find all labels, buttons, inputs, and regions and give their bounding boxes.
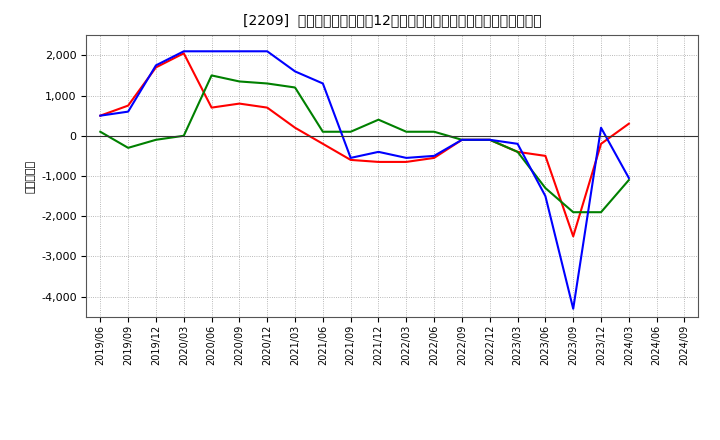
営業CF — [485, 137, 494, 143]
営業CF — [318, 141, 327, 147]
投資CF — [541, 185, 550, 191]
営業CF — [152, 65, 161, 70]
投資CF — [152, 137, 161, 143]
投資CF — [597, 209, 606, 215]
営業CF — [235, 101, 243, 106]
営業CF — [124, 103, 132, 108]
投資CF — [207, 73, 216, 78]
営業CF — [374, 159, 383, 165]
営業CF — [597, 141, 606, 147]
フリーCF — [485, 137, 494, 143]
フリーCF — [597, 125, 606, 130]
営業CF — [263, 105, 271, 110]
投資CF — [124, 145, 132, 150]
投資CF — [485, 137, 494, 143]
Line: 営業CF: 営業CF — [100, 53, 629, 236]
投資CF — [513, 149, 522, 154]
フリーCF — [318, 81, 327, 86]
投資CF — [291, 85, 300, 90]
フリーCF — [263, 49, 271, 54]
営業CF — [179, 51, 188, 56]
Line: 投資CF: 投資CF — [100, 75, 629, 212]
営業CF — [346, 157, 355, 162]
営業CF — [624, 121, 633, 126]
投資CF — [235, 79, 243, 84]
フリーCF — [624, 176, 633, 181]
営業CF — [207, 105, 216, 110]
フリーCF — [96, 113, 104, 118]
Y-axis label: （百万円）: （百万円） — [25, 159, 35, 193]
フリーCF — [207, 49, 216, 54]
投資CF — [179, 133, 188, 139]
投資CF — [569, 209, 577, 215]
投資CF — [96, 129, 104, 134]
投資CF — [458, 137, 467, 143]
投資CF — [430, 129, 438, 134]
投資CF — [263, 81, 271, 86]
フリーCF — [541, 194, 550, 199]
フリーCF — [152, 63, 161, 68]
営業CF — [402, 159, 410, 165]
フリーCF — [569, 306, 577, 312]
営業CF — [541, 153, 550, 158]
営業CF — [569, 234, 577, 239]
フリーCF — [291, 69, 300, 74]
フリーCF — [458, 137, 467, 143]
営業CF — [430, 155, 438, 161]
投資CF — [402, 129, 410, 134]
営業CF — [96, 113, 104, 118]
営業CF — [291, 125, 300, 130]
投資CF — [346, 129, 355, 134]
Title: [2209]  キャッシュフローの12か月移動合計の対前年同期増減額の推移: [2209] キャッシュフローの12か月移動合計の対前年同期増減額の推移 — [243, 13, 541, 27]
フリーCF — [124, 109, 132, 114]
フリーCF — [346, 155, 355, 161]
フリーCF — [374, 149, 383, 154]
投資CF — [374, 117, 383, 122]
フリーCF — [179, 49, 188, 54]
投資CF — [624, 177, 633, 183]
フリーCF — [402, 155, 410, 161]
Line: フリーCF: フリーCF — [100, 51, 629, 309]
フリーCF — [430, 153, 438, 158]
フリーCF — [235, 49, 243, 54]
営業CF — [458, 137, 467, 143]
投資CF — [318, 129, 327, 134]
営業CF — [513, 149, 522, 154]
フリーCF — [513, 141, 522, 147]
